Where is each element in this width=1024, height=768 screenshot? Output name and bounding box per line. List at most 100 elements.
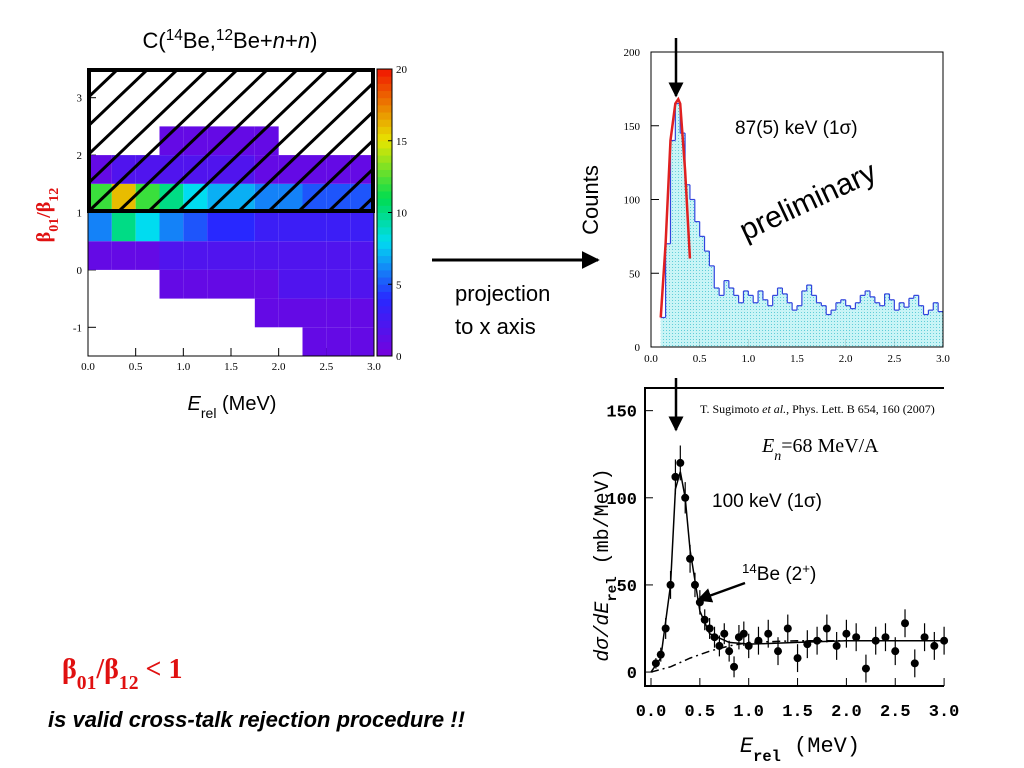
histogram-bar bbox=[748, 295, 754, 347]
histogram-bar bbox=[704, 251, 710, 347]
heat-cell bbox=[136, 270, 160, 299]
colorbar-swatch bbox=[377, 212, 392, 221]
colorbar-swatch bbox=[377, 334, 392, 343]
histogram-bar bbox=[923, 314, 929, 347]
histogram-bar bbox=[816, 302, 822, 347]
colorbar-swatch bbox=[377, 183, 392, 192]
data-point bbox=[676, 458, 685, 467]
colorbar-swatch bbox=[377, 140, 392, 149]
label-part: 01 bbox=[47, 218, 62, 232]
histogram-bar bbox=[694, 221, 700, 347]
x-tick-label: 0.5 bbox=[685, 703, 716, 722]
heat-cell bbox=[88, 241, 112, 270]
condition-part: 01 bbox=[77, 673, 97, 694]
heat-cell bbox=[231, 299, 255, 328]
y-tick-label: 1 bbox=[77, 208, 83, 220]
heat-cell bbox=[88, 327, 112, 356]
colorbar-swatch bbox=[377, 248, 392, 257]
heat-cell bbox=[111, 155, 136, 184]
histogram-bar bbox=[874, 302, 880, 347]
histogram-bar bbox=[738, 302, 744, 347]
y-tick-label: 150 bbox=[624, 121, 641, 133]
histogram-bar bbox=[772, 295, 778, 347]
histogram-bar bbox=[806, 285, 812, 347]
colorbar-swatch bbox=[377, 298, 392, 307]
condition-part: /β bbox=[95, 654, 119, 685]
x-tick-label: 1.0 bbox=[733, 703, 764, 722]
colorbar-swatch bbox=[377, 320, 392, 328]
heat-cell bbox=[254, 212, 279, 242]
data-point bbox=[744, 641, 753, 650]
data-point bbox=[842, 629, 851, 638]
y-tick-label: 50 bbox=[629, 268, 641, 280]
colorbar-swatch bbox=[377, 277, 392, 285]
data-point bbox=[891, 647, 900, 656]
heat-cell bbox=[254, 241, 279, 270]
data-point bbox=[813, 636, 822, 645]
histogram-bar bbox=[758, 290, 763, 347]
heat-cell bbox=[159, 126, 184, 156]
heat-cell bbox=[278, 269, 303, 299]
heat-cell bbox=[231, 327, 255, 356]
projection-text: projection bbox=[455, 281, 550, 306]
x-tick-label: 1.0 bbox=[741, 353, 755, 365]
data-point bbox=[681, 493, 690, 502]
colorbar-swatch bbox=[377, 198, 392, 206]
x-tick-label: 3.0 bbox=[936, 353, 950, 365]
heat-cell bbox=[159, 241, 184, 270]
colorbar-swatch bbox=[377, 90, 392, 99]
y-tick-label: 2 bbox=[77, 150, 83, 162]
heat-cell bbox=[350, 298, 374, 328]
histogram-bar bbox=[835, 302, 841, 347]
colorbar-swatch bbox=[377, 126, 392, 135]
colorbar-swatch bbox=[377, 255, 392, 264]
colorbar-swatch bbox=[377, 83, 392, 92]
histogram-bar bbox=[724, 280, 729, 347]
heat-cell bbox=[254, 155, 279, 184]
heat-cell bbox=[326, 98, 350, 127]
colorbar-swatch bbox=[377, 348, 392, 357]
histogram-bar bbox=[879, 305, 885, 347]
label-part: (mb/MeV) bbox=[592, 468, 615, 576]
data-point bbox=[832, 641, 841, 650]
annotation: 87(5) keV (1σ) bbox=[735, 118, 858, 139]
y-tick-label: 0 bbox=[635, 342, 641, 354]
histogram-bar bbox=[660, 317, 666, 347]
colorbar-label: 0 bbox=[396, 351, 402, 363]
heat-cell bbox=[207, 212, 231, 242]
heat-cell bbox=[302, 298, 327, 328]
histogram-bar bbox=[904, 307, 909, 347]
state-arrow bbox=[696, 581, 746, 603]
colorbar-swatch bbox=[377, 162, 392, 170]
data-point bbox=[720, 629, 729, 638]
beam-part: n bbox=[774, 449, 781, 464]
data-point bbox=[783, 624, 792, 633]
hatch-line bbox=[266, 108, 374, 212]
statement: is valid cross-talk rejection procedure … bbox=[48, 707, 465, 732]
histogram-bar bbox=[743, 290, 749, 347]
x-axis-label: Erel (MeV) bbox=[740, 734, 860, 766]
heat-cell bbox=[159, 155, 184, 184]
y-tick-label: 3 bbox=[77, 93, 83, 105]
histogram-bar bbox=[777, 288, 783, 347]
label-part: /β bbox=[33, 202, 55, 219]
label-part: rel bbox=[605, 576, 621, 601]
heat-cell bbox=[278, 155, 303, 184]
title-part: 14 bbox=[166, 27, 184, 44]
heat-cell bbox=[231, 155, 255, 184]
histogram-bar bbox=[762, 299, 768, 347]
heat-cell bbox=[278, 298, 303, 328]
colorbar-label: 20 bbox=[396, 64, 408, 76]
heat-cell bbox=[231, 269, 255, 299]
histogram-bar bbox=[821, 305, 827, 347]
colorbar-label: 10 bbox=[396, 208, 408, 220]
histogram-bar bbox=[685, 184, 690, 347]
colorbar-swatch bbox=[377, 241, 392, 249]
x-tick-label: 0.0 bbox=[644, 353, 658, 365]
x-tick-label: 1.5 bbox=[782, 703, 813, 722]
citation: T. Sugimoto et al., Phys. Lett. B 654, 1… bbox=[700, 402, 935, 416]
heat-cell bbox=[159, 183, 184, 213]
histogram-bar bbox=[787, 302, 793, 347]
x-tick-label: 0.0 bbox=[636, 703, 667, 722]
